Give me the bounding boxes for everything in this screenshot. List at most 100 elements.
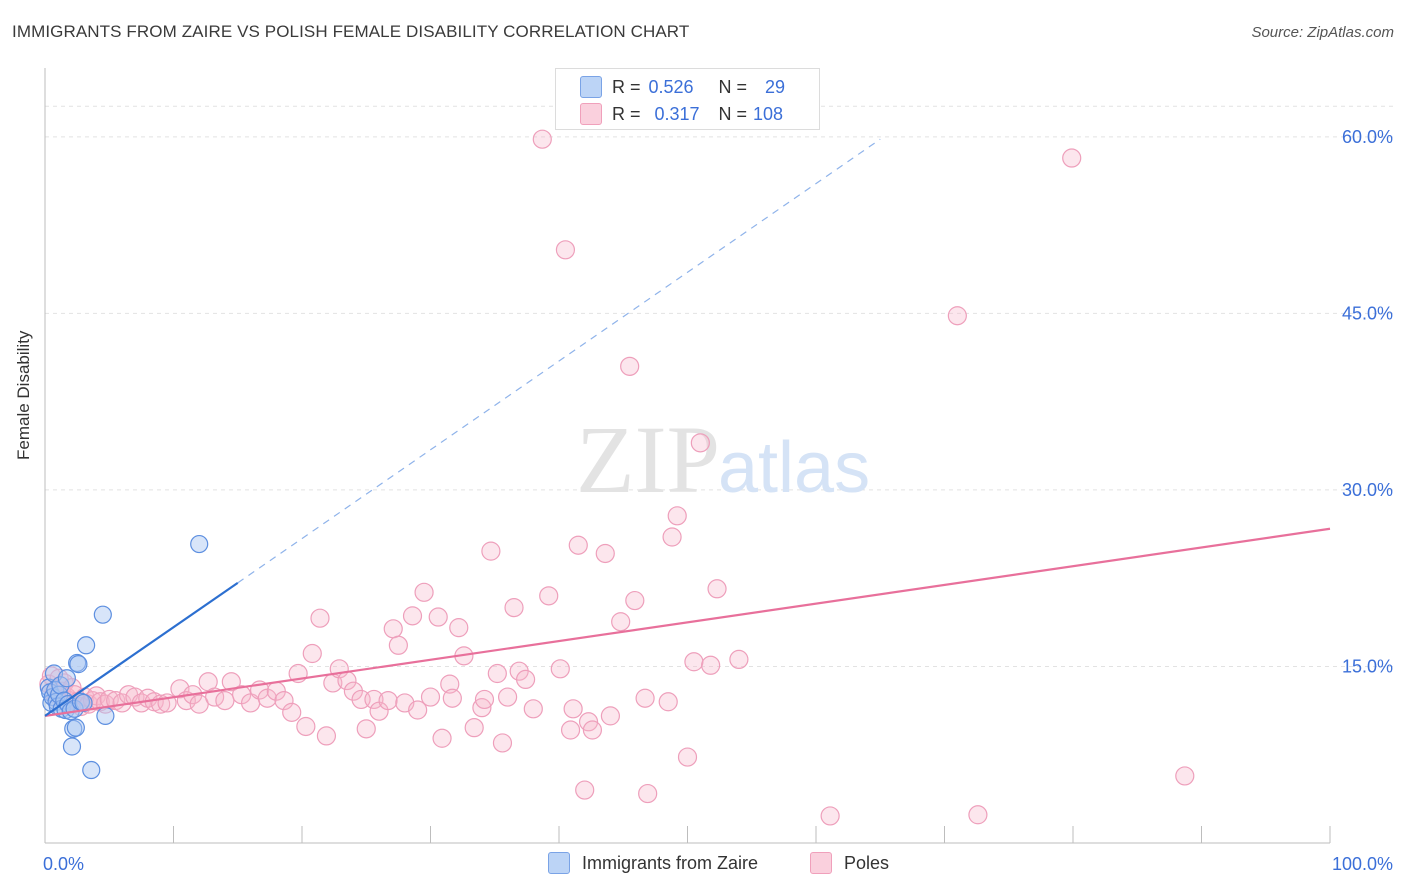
zaire-point [77,636,96,655]
poles-point [481,541,501,561]
poles-point [1062,148,1082,168]
poles-point [383,619,403,639]
poles-point [364,689,384,710]
poles-point [428,607,448,627]
poles-point [414,582,434,602]
poles-point [595,543,615,564]
poles-point [820,806,840,826]
zaire-point [93,605,112,624]
y-tick-label: 45.0% [1342,303,1393,323]
poles-point [310,608,330,628]
poles-point [442,688,462,708]
legend-row-poles: R = 0.317 N = 108 [580,101,783,127]
legend-row-zaire: R = 0.526 N = 29 [580,74,785,100]
poles-point [504,598,524,618]
poles-point [684,652,704,672]
poles-point [215,690,235,711]
poles-point [947,306,967,326]
poles-point [662,527,682,547]
x-tick-label: 100.0% [1332,854,1393,874]
legend-r-value-zaire: 0.526 [648,76,694,97]
y-tick-label: 15.0% [1342,656,1393,676]
legend-swatch-poles [580,103,602,125]
poles-point [568,535,588,555]
poles-point [638,783,658,804]
bottom-legend-poles[interactable]: Poles [810,852,889,874]
legend-n-label-poles: N = [718,103,748,124]
poles-point [690,433,710,453]
bottom-legend-label-zaire: Immigrants from Zaire [582,852,759,873]
poles-point [440,674,460,694]
chart-title: IMMIGRANTS FROM ZAIRE VS POLISH FEMALE D… [12,22,690,41]
tick-labels: 15.0% 30.0% 45.0% 60.0% 0.0% 100.0% [43,127,1393,874]
axes [44,68,1331,844]
bottom-legend: Immigrants from Zaire Poles [0,852,1406,878]
watermark-zip: ZIP [576,406,720,513]
poles-point [402,606,423,626]
poles-point [432,728,452,748]
poles-point [560,720,581,740]
poles-points [39,129,1195,826]
zaire-point [51,676,70,695]
poles-point [635,688,655,708]
bottom-swatch-poles [810,852,832,874]
poles-trend-line [44,527,1331,717]
poles-point [701,655,721,675]
source-label: Source: ZipAtlas.com [1251,24,1394,41]
y-tick-label: 60.0% [1342,127,1393,147]
poles-point [611,612,631,632]
zaire-point [69,655,88,674]
poles-point [302,643,322,664]
legend-n-value-zaire: 29 [765,76,786,97]
poles-point [474,689,495,710]
poles-point [492,733,513,753]
poles-point [487,663,507,684]
legend-r-value-poles: 0.317 [654,103,700,124]
x-tick-label: 0.0% [43,854,84,874]
poles-point [968,805,988,825]
poles-point [532,129,552,149]
zaire-point [68,653,87,673]
poles-point [667,506,687,526]
poles-point [515,669,536,690]
watermark-atlas: atlas [718,428,870,508]
poles-point [388,635,408,655]
zaire-point [66,718,85,737]
poles-point [658,692,678,712]
bottom-swatch-zaire [548,852,570,874]
zaire-point [74,693,93,713]
poles-point [575,780,595,800]
legend-n-label-zaire: N = [718,76,748,97]
zaire-point [96,706,115,725]
poles-point [555,240,576,260]
poles-point [620,356,640,376]
poles-point [550,659,570,679]
poles-point [600,706,621,726]
poles-point [582,720,603,740]
bottom-legend-zaire[interactable]: Immigrants from Zaire [548,852,758,874]
poles-point [707,579,727,599]
zaire-point [190,534,209,554]
zaire-trend-line [44,581,239,717]
poles-point [408,700,428,720]
poles-point [282,702,302,722]
poles-point [563,699,583,719]
poles-point [539,586,559,606]
poles-point [498,687,518,707]
legend-n-value-poles: 108 [753,103,784,124]
stats-legend: R = 0.526 N = 29 R = 0.317 N = 108 [555,68,820,130]
poles-point [625,590,645,611]
bottom-legend-label-poles: Poles [844,852,890,873]
zaire-trend-extension [237,138,881,584]
poles-point [316,726,337,746]
poles-point [464,718,484,738]
zaire-point [62,737,82,756]
poles-point [523,699,543,719]
poles-point [378,690,398,711]
y-axis-label: Female Disability [14,330,33,460]
zaire-points [39,534,209,780]
poles-point [343,681,363,701]
poles-point [1175,766,1195,786]
zaire-point [82,760,101,780]
